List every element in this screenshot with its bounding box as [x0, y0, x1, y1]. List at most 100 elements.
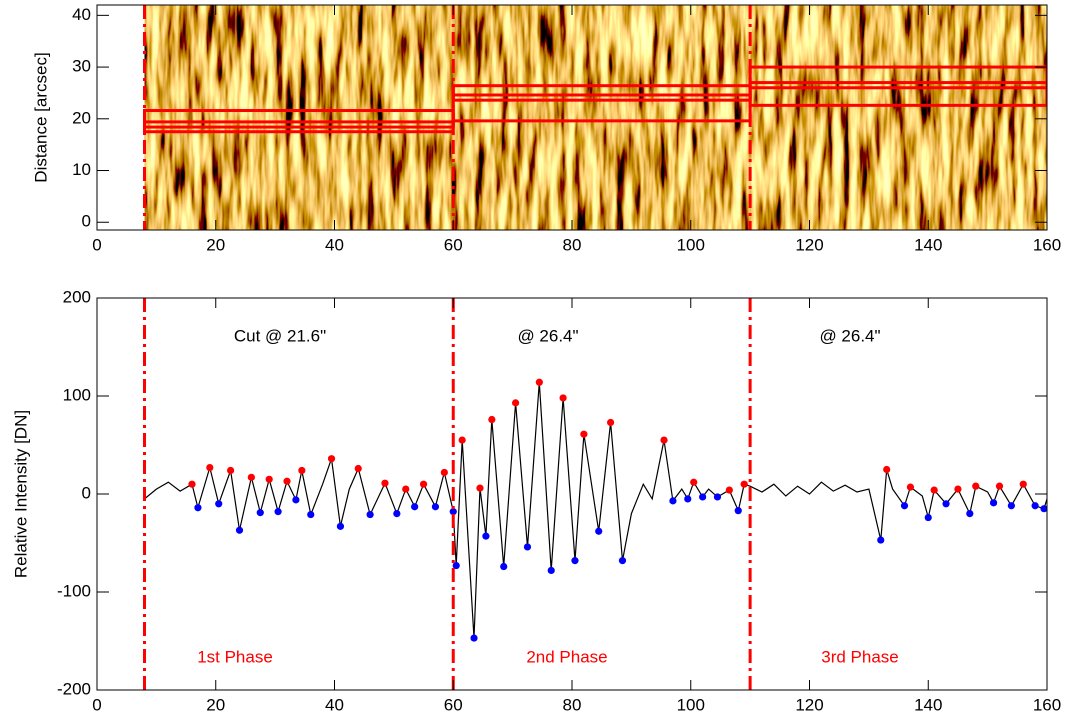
extremum-dot	[699, 493, 707, 501]
y-tick-label: 20	[72, 108, 91, 127]
phase-label: 2nd Phase	[526, 647, 607, 666]
x-tick-label: 60	[444, 695, 463, 714]
x-tick-label: 40	[325, 235, 344, 254]
extremum-dot	[482, 532, 490, 540]
extremum-dot	[194, 504, 202, 512]
extremum-dot	[930, 486, 938, 494]
x-tick-label: 0	[92, 695, 101, 714]
extremum-dot	[283, 477, 291, 485]
y-tick-label: 0	[82, 483, 91, 502]
cut-annotation: Cut @ 21.6"	[234, 326, 326, 345]
extremum-dot	[535, 378, 543, 386]
y-tick-label: 100	[63, 385, 91, 404]
x-tick-label: 100	[677, 235, 705, 254]
x-tick-label: 40	[325, 695, 344, 714]
plot-area	[143, 5, 1047, 230]
extremum-dot	[381, 479, 389, 487]
extremum-dot	[419, 480, 428, 488]
extremum-dot	[883, 465, 891, 474]
extremum-dot	[215, 500, 223, 508]
extremum-dot	[452, 561, 460, 570]
y-tick-label: -200	[57, 679, 91, 698]
extremum-dot	[354, 464, 362, 473]
y-axis-label: Distance [arcsec]	[31, 52, 50, 182]
extremum-dot	[571, 557, 579, 565]
cut-annotation: @ 26.4"	[819, 326, 880, 345]
extremum-dot	[188, 480, 196, 488]
axes-frame	[96, 297, 1048, 691]
extremum-dot	[402, 485, 410, 493]
y-tick-label: -100	[57, 581, 91, 600]
extremum-dot	[500, 562, 508, 571]
extremum-dot	[226, 466, 235, 475]
extremum-dot	[1031, 502, 1039, 510]
x-tick-label: 20	[206, 695, 225, 714]
extremum-dot	[511, 399, 520, 407]
extremum-dot	[523, 543, 532, 551]
extremum-dot	[734, 507, 742, 515]
extremum-dot	[298, 466, 306, 475]
x-tick-label: 140	[914, 235, 942, 254]
extremum-dot	[900, 502, 909, 510]
extremum-dot	[393, 509, 401, 518]
extremum-dot	[972, 482, 980, 490]
extremum-dot	[431, 503, 440, 511]
extremum-dot	[606, 418, 615, 427]
extremum-dot	[942, 500, 950, 508]
extremum-dot	[292, 496, 300, 504]
extremum-dot	[440, 468, 448, 477]
cut-annotation: @ 26.4"	[517, 326, 578, 345]
extremum-dot	[684, 495, 692, 503]
extremum-dot	[488, 415, 496, 424]
y-tick-label: 40	[72, 5, 91, 24]
extremum-dot	[559, 394, 567, 402]
extremum-dot	[265, 475, 273, 483]
x-tick-label: 140	[914, 695, 942, 714]
extremum-dot	[966, 509, 974, 518]
x-tick-label: 20	[206, 235, 225, 254]
x-tick-label: 120	[795, 695, 823, 714]
y-tick-label: 10	[72, 160, 91, 179]
extremum-dot	[580, 430, 588, 438]
extremum-dot	[247, 473, 255, 481]
extremum-dot	[713, 493, 722, 501]
extremum-dot	[690, 478, 698, 486]
extremum-dot	[989, 499, 998, 507]
intensity-line	[144, 382, 1047, 639]
extremum-dot	[307, 510, 315, 519]
extremum-dot	[256, 509, 264, 517]
time-distance-image	[144, 5, 1047, 230]
extremum-dot	[235, 526, 244, 534]
x-tick-label: 160	[1033, 695, 1061, 714]
extremum-dot	[660, 436, 668, 444]
x-tick-label: 160	[1033, 235, 1061, 254]
phase-label: 3rd Phase	[821, 647, 899, 666]
extremum-dot	[470, 634, 478, 642]
extremum-dot	[336, 522, 345, 530]
extremum-dot	[924, 513, 932, 522]
extremum-dot	[1040, 505, 1047, 513]
x-tick-label: 120	[795, 235, 823, 254]
phase-label: 1st Phase	[197, 647, 273, 666]
extremum-dot	[1007, 502, 1015, 510]
slit-box	[748, 81, 1047, 90]
extremum-dot	[595, 527, 603, 535]
y-tick-label: 30	[72, 57, 91, 76]
extremum-dot	[740, 480, 748, 488]
x-tick-label: 80	[563, 235, 582, 254]
extremum-dot	[618, 557, 627, 565]
extremum-dot	[1019, 480, 1027, 488]
y-axis-label: Relative Intensity [DN]	[11, 410, 30, 578]
extremum-dot	[725, 486, 733, 494]
extremum-dot	[877, 536, 885, 544]
y-tick-label: 0	[82, 212, 91, 231]
extremum-dot	[995, 482, 1004, 490]
plot-area	[144, 378, 1047, 642]
extremum-dot	[906, 483, 915, 491]
x-tick-label: 60	[444, 235, 463, 254]
extremum-dot	[411, 503, 419, 511]
y-tick-label: 200	[63, 287, 91, 306]
extremum-dot	[274, 508, 282, 516]
x-tick-label: 0	[92, 235, 101, 254]
